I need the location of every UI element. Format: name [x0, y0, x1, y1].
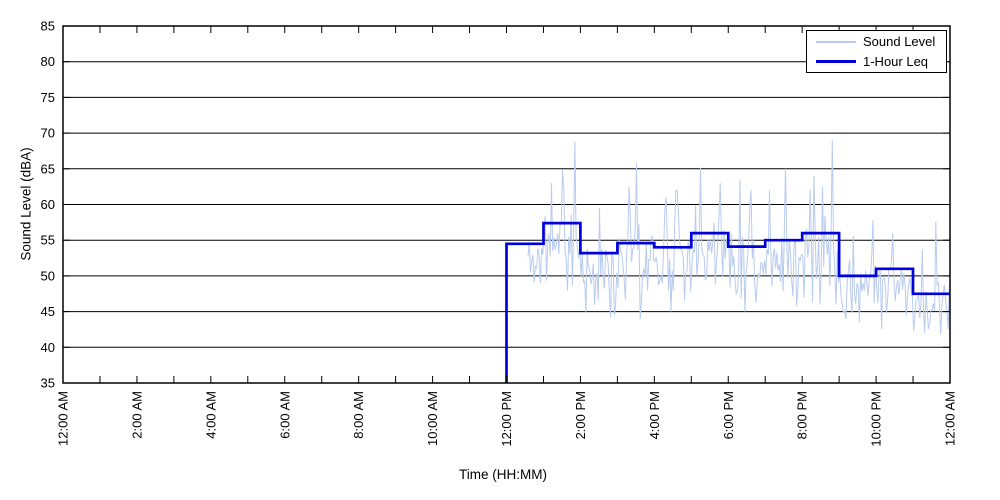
y-tick-label: 85 [41, 19, 55, 34]
x-tick-label: 6:00 AM [277, 391, 292, 439]
legend-label-sound-level: Sound Level [863, 34, 936, 50]
leq-line-swatch [816, 59, 856, 63]
sound-level-series [527, 140, 950, 335]
x-tick-label: 4:00 AM [203, 391, 218, 439]
y-tick-label: 70 [41, 126, 55, 141]
y-tick-label: 80 [41, 54, 55, 69]
leq-series [505, 221, 950, 383]
y-tick-label: 35 [41, 376, 55, 391]
legend: Sound Level 1-Hour Leq [806, 30, 947, 73]
sound-level-line-swatch [816, 41, 856, 43]
x-tick-label: 10:00 AM [425, 391, 440, 446]
x-tick-label: 10:00 PM [869, 391, 884, 447]
y-tick-label: 50 [41, 268, 55, 283]
y-axis-title: Sound Level (dBA) [18, 147, 34, 261]
x-tick-label: 8:00 AM [351, 391, 366, 439]
y-tick-label: 40 [41, 340, 55, 355]
x-tick-label: 12:00 PM [499, 391, 514, 447]
x-tick-label: 12:00 AM [56, 391, 71, 446]
legend-item-leq: 1-Hour Leq [816, 53, 946, 70]
x-tick-label: 2:00 PM [573, 391, 588, 439]
y-tick-label: 75 [41, 90, 55, 105]
x-tick-label: 12:00 AM [943, 391, 958, 446]
legend-item-sound-level: Sound Level [816, 33, 946, 50]
x-tick-label: 6:00 PM [721, 391, 736, 439]
y-tick-label: 55 [41, 233, 55, 248]
x-tick-label: 2:00 AM [129, 391, 144, 439]
y-tick-label: 65 [41, 161, 55, 176]
x-axis-title: Time (HH:MM) [459, 467, 547, 482]
x-tick-label: 4:00 PM [647, 391, 662, 439]
legend-label-leq: 1-Hour Leq [863, 53, 929, 69]
y-tick-label: 45 [41, 304, 55, 319]
x-tick-label: 8:00 PM [795, 391, 810, 439]
y-tick-label: 60 [41, 197, 55, 212]
